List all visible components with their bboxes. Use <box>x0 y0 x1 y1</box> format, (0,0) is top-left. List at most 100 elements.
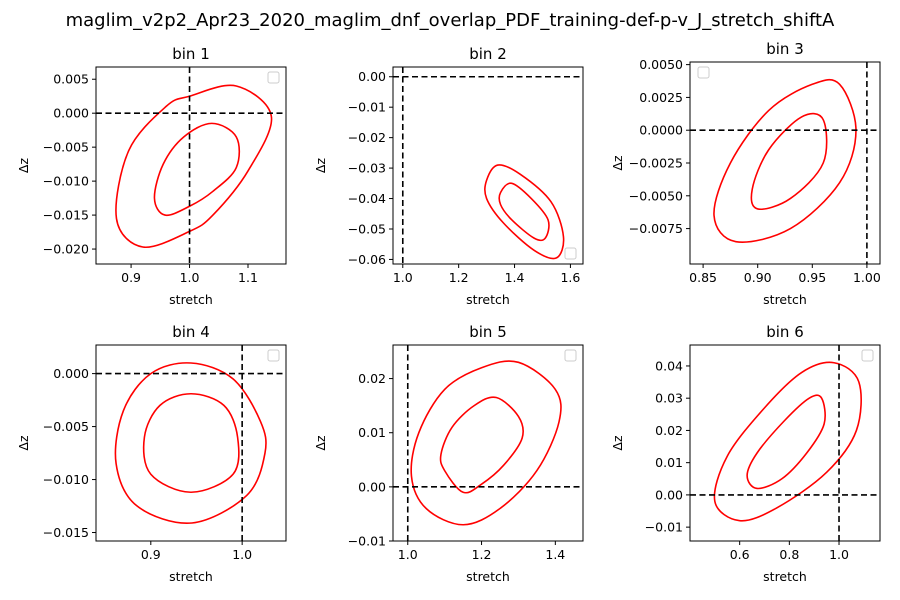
y-tick-label: 0.0025 <box>639 90 683 105</box>
y-tick-label: 0.0050 <box>639 57 683 72</box>
contour-group <box>393 345 583 541</box>
axes-frame <box>95 344 287 542</box>
y-tick-label: −0.01 <box>348 100 386 115</box>
legend-box <box>267 349 280 362</box>
y-tick-label: 0.000 <box>53 106 89 121</box>
y-tick-label: 0.00 <box>358 69 386 84</box>
y-tick-label: −0.015 <box>43 208 89 223</box>
axes-frame <box>392 66 584 265</box>
x-tick-label: 0.95 <box>798 270 826 285</box>
figure-title: maglim_v2p2_Apr23_2020_maglim_dnf_overla… <box>65 10 835 31</box>
legend-box <box>564 349 577 362</box>
x-tick-label: 1.0 <box>398 547 418 562</box>
y-tick-label: −0.0050 <box>629 188 683 203</box>
subplot-title: bin 3 <box>766 40 804 58</box>
y-tick-label: 0.03 <box>655 391 683 406</box>
x-tick-label: 0.6 <box>730 547 750 562</box>
y-tick-label: 0.0000 <box>639 123 683 138</box>
y-axis-label: Δz <box>313 158 328 174</box>
x-tick-label: 1.0 <box>829 547 849 562</box>
x-tick-label: 1.2 <box>472 547 492 562</box>
contour-inner <box>498 182 550 242</box>
x-tick-label: 1.2 <box>449 270 469 285</box>
y-tick-label: −0.01 <box>348 534 386 549</box>
subplot-title: bin 5 <box>469 323 507 341</box>
y-axis-label: Δz <box>610 435 625 451</box>
subplot-bin-3: 0.85 0.90 0.95 1.00 0.0050 0.0025 0.0000 −0.002… <box>610 40 881 307</box>
y-tick-label: −0.04 <box>348 191 386 206</box>
x-axis-label: stretch <box>466 569 510 584</box>
contour-group <box>690 62 880 264</box>
y-tick-label: 0.005 <box>53 72 89 87</box>
legend-box <box>564 247 577 260</box>
subplot-bin-4: 0.9 1.0 0.000 −0.005 −0.010 −0.015 bin 4 stretc… <box>16 323 287 584</box>
x-tick-label: 0.90 <box>744 270 772 285</box>
y-tick-label: 0.04 <box>655 358 683 373</box>
y-tick-label: −0.010 <box>43 472 89 487</box>
y-tick-label: −0.015 <box>43 525 89 540</box>
axes-frame <box>689 344 881 542</box>
y-tick-label: −0.010 <box>43 174 89 189</box>
contour-outer <box>410 360 562 526</box>
contour-outer <box>114 362 267 524</box>
x-tick-label: 0.85 <box>689 270 717 285</box>
contour-inner <box>153 122 241 217</box>
contour-inner <box>142 392 240 494</box>
legend-box <box>267 71 280 84</box>
subplot-title: bin 1 <box>172 45 210 63</box>
x-tick-label: 1.4 <box>545 547 565 562</box>
y-tick-label: −0.06 <box>348 252 386 267</box>
contour-inner <box>746 394 826 490</box>
x-axis-label: stretch <box>466 292 510 307</box>
contour-inner <box>750 112 828 211</box>
y-tick-label: −0.020 <box>43 242 89 257</box>
contour-outer <box>115 84 273 248</box>
x-tick-label: 1.0 <box>232 547 252 562</box>
y-tick-label: −0.03 <box>348 161 386 176</box>
y-tick-label: 0.02 <box>655 423 683 438</box>
subplot-title: bin 4 <box>172 323 210 341</box>
contour-group <box>96 345 286 541</box>
legend-box <box>697 66 710 79</box>
x-tick-label: 0.9 <box>121 270 141 285</box>
y-tick-label: −0.02 <box>348 130 386 145</box>
x-axis-label: stretch <box>169 569 213 584</box>
axes-frame <box>95 66 287 265</box>
subplot-bin-5: 1.0 1.2 1.4 0.02 0.01 0.00 −0.01 bin 5 stretch Δz <box>313 323 584 584</box>
subplot-bin-6: 0.6 0.8 1.0 0.04 0.03 0.02 0.01 0.00 −0.01 bin 6 s… <box>610 323 881 584</box>
contour-inner <box>439 396 524 494</box>
x-tick-label: 1.4 <box>505 270 525 285</box>
y-axis-label: Δz <box>313 435 328 451</box>
y-axis-label: Δz <box>16 158 31 174</box>
axes-frame <box>689 61 881 265</box>
x-tick-label: 0.8 <box>779 547 799 562</box>
contour-group <box>393 67 583 264</box>
x-tick-label: 0.9 <box>141 547 161 562</box>
y-tick-label: −0.005 <box>43 419 89 434</box>
y-tick-label: −0.0025 <box>629 156 683 171</box>
y-tick-label: 0.01 <box>655 455 683 470</box>
subplot-bin-1: 0.9 1.0 1.1 0.005 0.000 −0.005 −0.010 −0.015 −0.… <box>16 45 287 307</box>
x-axis-label: stretch <box>763 292 807 307</box>
x-tick-label: 1.6 <box>560 270 580 285</box>
y-tick-label: 0.000 <box>53 366 89 381</box>
subplot-title: bin 2 <box>469 45 507 63</box>
x-axis-label: stretch <box>763 569 807 584</box>
y-tick-label: −0.005 <box>43 140 89 155</box>
y-tick-label: −0.05 <box>348 221 386 236</box>
y-tick-label: −0.01 <box>645 520 683 535</box>
subplot-bin-2: 1.0 1.2 1.4 1.6 0.00 −0.01 −0.02 −0.03 −0.04 −0.0… <box>313 45 584 307</box>
y-tick-label: 0.02 <box>358 371 386 386</box>
contour-group <box>690 345 880 541</box>
x-tick-label: 1.0 <box>180 270 200 285</box>
y-tick-label: 0.01 <box>358 425 386 440</box>
x-axis-label: stretch <box>169 292 213 307</box>
subplot-title: bin 6 <box>766 323 804 341</box>
x-tick-label: 1.0 <box>393 270 413 285</box>
y-tick-label: 0.00 <box>655 487 683 502</box>
y-axis-label: Δz <box>16 435 31 451</box>
x-tick-label: 1.1 <box>238 270 258 285</box>
contour-group <box>96 67 286 264</box>
